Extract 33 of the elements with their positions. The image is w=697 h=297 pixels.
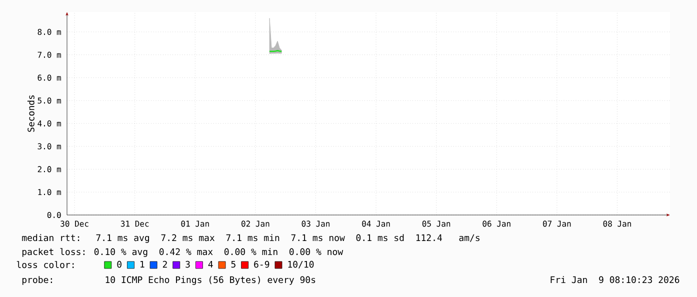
y-tick-label: 8.0 m bbox=[38, 28, 61, 35]
x-tick-label: 31 Dec bbox=[120, 220, 149, 227]
text: probe: 10 ICMP Echo Pings (56 Bytes) every 90s bbox=[22, 276, 316, 285]
legend-label: 0 bbox=[117, 260, 122, 268]
x-tick-label: 08 Jan bbox=[603, 220, 631, 227]
y-tick-label: 7.0 m bbox=[38, 52, 61, 58]
legend-label: 2 bbox=[162, 260, 167, 268]
legend-label: 3 bbox=[186, 260, 190, 268]
y-tick-label: 5.0 m bbox=[38, 98, 61, 104]
legend-label: 4 bbox=[208, 260, 213, 268]
y-tick-label: 6.0 m bbox=[38, 74, 61, 81]
y-tick-label: 1.0 m bbox=[38, 189, 61, 196]
legend-label: 5 bbox=[231, 260, 236, 268]
y-tick-label: 4.0 m bbox=[38, 120, 61, 126]
text: packet loss: 0.10 % avg 0.42 % max 0.00 % min 0.00 % now bbox=[22, 248, 344, 257]
x-tick-label: 03 Jan bbox=[302, 220, 330, 227]
x-tick-label: 02 Jan bbox=[242, 220, 270, 227]
x-tick-label: 01 Jan bbox=[181, 220, 209, 227]
x-tick-label: 06 Jan bbox=[482, 220, 510, 227]
x-tick-label: 30 Dec bbox=[60, 220, 88, 227]
legend-label: 1 bbox=[140, 260, 144, 268]
text: median rtt: 7.1 ms avg 7.2 ms max 7.1 ms min 7.1 ms now 0.1 ms sd 112.4 am/s bbox=[22, 234, 480, 243]
legend-label: 6-9 bbox=[254, 260, 270, 268]
y-tick-label: 2.0 m bbox=[38, 166, 61, 172]
y-tick-label: 3.0 m bbox=[38, 143, 61, 150]
text: Fri Jan 9 08:10:23 2026 bbox=[550, 276, 680, 284]
y-axis-title: Seconds bbox=[27, 95, 34, 132]
y-tick-label: 0.0 bbox=[47, 212, 61, 218]
x-tick-label: 05 Jan bbox=[422, 220, 450, 227]
x-tick-label: 04 Jan bbox=[362, 220, 390, 227]
legend-label: 10/10 bbox=[288, 260, 314, 268]
x-tick-label: 07 Jan bbox=[543, 220, 571, 227]
legend-title: loss color: bbox=[16, 261, 74, 268]
